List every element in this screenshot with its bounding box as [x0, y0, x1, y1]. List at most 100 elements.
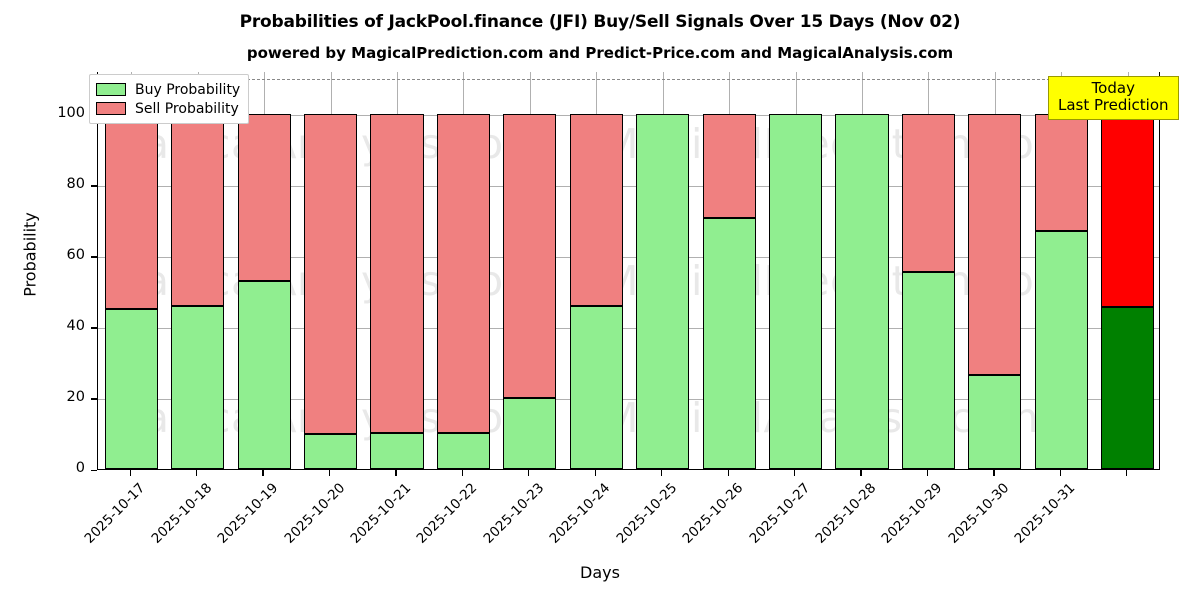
- bar-segment-buy: [104, 309, 158, 469]
- y-tick-label-0: 0: [75, 460, 85, 476]
- x-tick-label-0: 2025-10-17: [81, 480, 149, 547]
- bar-segment-sell: [370, 113, 424, 434]
- bar-segment-buy: [237, 280, 291, 469]
- bar-segment-buy: [503, 397, 557, 469]
- x-tick-label-5: 2025-10-22: [413, 480, 481, 547]
- bar-group: [303, 72, 358, 469]
- legend-item-buy: Buy Probability: [96, 80, 240, 99]
- bar-segment-buy: [968, 374, 1022, 469]
- y-tick-label-100: 100: [57, 104, 85, 121]
- bar-segment-buy: [370, 433, 424, 469]
- legend-swatch-sell: [96, 102, 126, 115]
- plot-area: MagicalAnalysis.comMagicalAnalysis.comMa…: [97, 72, 1160, 470]
- x-tick-mark-4: [395, 470, 397, 476]
- x-axis-label: Days: [580, 563, 620, 582]
- x-tick-mark-13: [993, 470, 995, 476]
- bar-segment-sell: [237, 113, 291, 281]
- x-tick-mark-11: [860, 470, 862, 476]
- bar-group: [237, 72, 291, 469]
- bar-group: [968, 72, 1022, 469]
- y-tick-mark-60: [91, 256, 97, 258]
- x-tick-label-14: 2025-10-31: [1011, 480, 1079, 547]
- x-tick-label-10: 2025-10-27: [746, 480, 813, 547]
- chart-title: Probabilities of JackPool.finance (JFI) …: [239, 12, 961, 32]
- x-tick-mark-3: [328, 470, 331, 476]
- x-tick-mark-9: [727, 470, 729, 476]
- y-tick-mark-40: [91, 327, 97, 329]
- bar-segment-sell: [968, 113, 1022, 375]
- bar-group: [1101, 72, 1155, 469]
- bar-segment-sell: [171, 113, 225, 306]
- bar-segment-sell: [503, 113, 557, 398]
- chart-subtitle: powered by MagicalPrediction.com and Pre…: [246, 44, 954, 62]
- x-tick-label-2: 2025-10-19: [214, 480, 282, 547]
- threshold-dashed-line: [97, 79, 1160, 81]
- bar-segment-sell: [702, 113, 756, 219]
- bar-segment-buy: [901, 271, 956, 469]
- y-tick-mark-80: [91, 185, 97, 187]
- gridline-y-40: [98, 327, 1159, 329]
- bar-segment-buy: [702, 218, 756, 469]
- x-tick-label-12: 2025-10-29: [878, 480, 946, 547]
- bar-segment-sell: [1101, 113, 1155, 308]
- x-tick-mark-6: [528, 470, 530, 476]
- bar-segment-buy: [303, 434, 358, 469]
- x-tick-mark-15: [1126, 470, 1128, 476]
- y-tick-label-20: 20: [66, 388, 85, 405]
- x-tick-mark-2: [262, 470, 264, 476]
- bar-segment-buy: [1101, 307, 1155, 469]
- bar-segment-buy: [436, 433, 490, 469]
- bar-group: [569, 72, 623, 469]
- gridline-y-80: [98, 185, 1159, 187]
- x-tick-mark-8: [661, 470, 663, 476]
- bar-group: [370, 72, 424, 469]
- bar-segment-buy: [171, 305, 225, 469]
- x-tick-label-6: 2025-10-23: [480, 480, 548, 547]
- bar-segment-sell: [303, 113, 358, 435]
- bar-group: [769, 72, 823, 469]
- x-tick-mark-0: [129, 470, 131, 476]
- x-tick-label-13: 2025-10-30: [945, 480, 1013, 547]
- legend-label-sell: Sell Probability: [135, 100, 239, 117]
- today-annotation-line2: Last Prediction: [1058, 96, 1169, 115]
- x-tick-label-1: 2025-10-18: [148, 480, 215, 547]
- bar-segment-buy: [569, 305, 623, 469]
- gridline-y-60: [98, 256, 1159, 258]
- x-tick-label-9: 2025-10-26: [679, 480, 747, 547]
- chart-legend: Buy Probability Sell Probability: [89, 74, 250, 124]
- x-tick-mark-7: [594, 470, 596, 476]
- today-annotation: Today Last Prediction: [1048, 76, 1179, 120]
- legend-item-sell: Sell Probability: [96, 99, 240, 118]
- bar-segment-sell: [569, 113, 623, 306]
- y-tick-mark-20: [91, 398, 97, 400]
- bar-group: [901, 72, 956, 469]
- bar-group: [702, 72, 756, 469]
- gridline-y-20: [98, 398, 1159, 400]
- x-tick-mark-12: [926, 470, 929, 476]
- bar-group: [503, 72, 557, 469]
- legend-swatch-buy: [96, 83, 126, 96]
- bars-layer: [98, 72, 1159, 469]
- bar-segment-buy: [835, 113, 889, 469]
- x-tick-label-3: 2025-10-20: [281, 480, 348, 547]
- bar-group: [835, 72, 889, 469]
- x-tick-mark-5: [461, 470, 464, 476]
- bar-segment-sell: [1034, 113, 1088, 231]
- x-tick-label-7: 2025-10-24: [546, 480, 614, 547]
- y-tick-mark-0: [91, 469, 97, 471]
- bar-group: [171, 72, 225, 469]
- today-annotation-line1: Today: [1091, 79, 1135, 97]
- x-tick-mark-1: [196, 470, 198, 476]
- bar-segment-buy: [1034, 230, 1088, 469]
- bar-segment-buy: [769, 113, 823, 469]
- bar-group: [436, 72, 490, 469]
- x-tick-mark-10: [793, 470, 796, 476]
- y-tick-label-60: 60: [66, 246, 85, 263]
- x-tick-label-8: 2025-10-25: [613, 480, 681, 547]
- gridline-y-100: [98, 114, 1159, 116]
- bar-segment-sell: [104, 113, 158, 310]
- bar-group: [1034, 72, 1088, 469]
- legend-label-buy: Buy Probability: [135, 81, 241, 98]
- bar-segment-sell: [901, 113, 956, 272]
